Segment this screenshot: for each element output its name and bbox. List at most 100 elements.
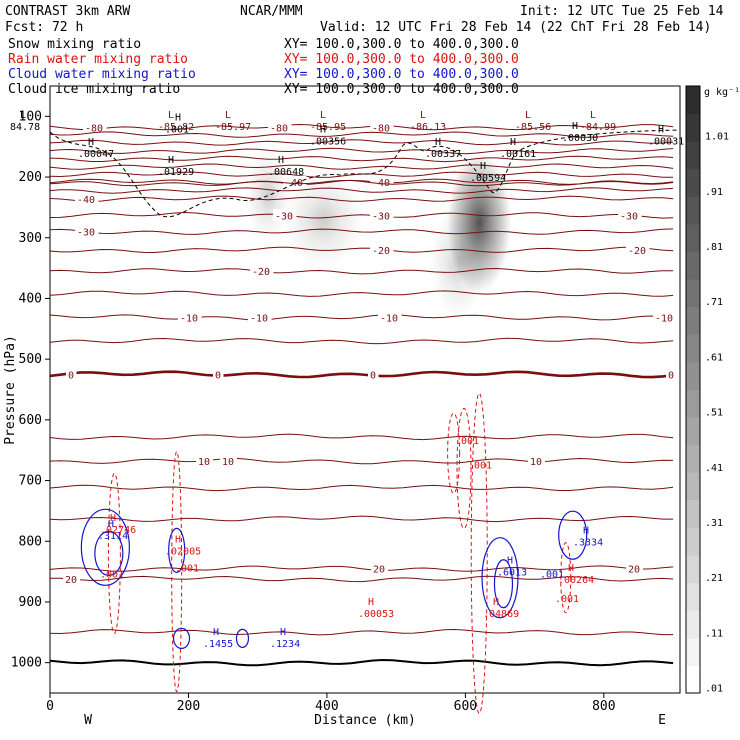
field-name: Cloud water mixing ratio (8, 67, 196, 82)
extrema-value-label: .00161 (500, 149, 536, 160)
y-tick-label: 400 (19, 291, 42, 306)
temperature-contour (49, 131, 674, 138)
colorbar-cell (686, 472, 700, 501)
header-fcst: Fcst: 72 h (5, 20, 83, 35)
extrema-value-label: .3334 (573, 537, 603, 548)
rain-water-label: .001 (455, 436, 479, 447)
temperature-contour (49, 139, 674, 146)
colorbar-cell (686, 306, 700, 335)
temperature-contour-label: -30 (77, 228, 95, 239)
extrema-type-label: H (175, 534, 181, 545)
contour-label-bg (370, 243, 394, 256)
y-tick-label: 300 (19, 231, 42, 246)
temperature-contour-label: 20 (628, 565, 640, 576)
temperature-contour (49, 484, 674, 492)
y-tick-label: 500 (19, 352, 42, 367)
colorbar-label: .31 (705, 518, 723, 529)
colorbar-cell (686, 251, 700, 280)
colorbar-cell (686, 499, 700, 528)
temperature-contour (49, 228, 674, 235)
rain-water-contour (560, 542, 572, 614)
colorbar-cell (686, 334, 700, 363)
y-tick-label: 200 (19, 170, 42, 185)
extrema-type-label: H (280, 627, 286, 638)
colorbar-cell (686, 527, 700, 556)
rain-water-contour (447, 412, 461, 494)
contour-label-bg (75, 192, 99, 205)
extrema-type-label: H (108, 519, 114, 530)
cloud-water-label: .001 (540, 570, 564, 581)
contour-label-bg (248, 311, 272, 324)
colorbar-label: .71 (705, 297, 723, 308)
extrema-type-label: H (368, 597, 374, 608)
contour-label-bg (83, 121, 107, 134)
temperature-contour (49, 163, 674, 170)
temperature-contour-label: -20 (372, 246, 390, 257)
colorbar-cell (686, 389, 700, 418)
extrema-value-label: -85.95 (310, 122, 346, 133)
field-name: Snow mixing ratio (8, 37, 141, 52)
extrema-value-label: .00047 (78, 149, 114, 160)
colorbar-cell (686, 610, 700, 639)
temperature-contour (49, 628, 674, 636)
extrema-value-label: .00264 (558, 575, 594, 586)
temperature-contour (49, 211, 674, 219)
temperature-contour-label: 0 (370, 370, 376, 381)
extrema-type-label: L (225, 110, 231, 121)
extrema-value-label: -85.97 (215, 122, 251, 133)
temperature-contour (49, 433, 674, 441)
extrema-value-label: .6013 (497, 568, 527, 579)
contour-label-bg (653, 311, 677, 324)
contour-label-bg (213, 368, 224, 381)
temperature-contour-label: -10 (180, 313, 198, 324)
field-xy: XY= 100.0,300.0 to 400.0,300.0 (284, 37, 519, 52)
contour-label-bg (370, 175, 394, 188)
temperature-contour-label: -40 (77, 195, 95, 206)
extrema-type-label: H (493, 597, 499, 608)
contour-label-bg (273, 209, 297, 222)
y-tick-label: 800 (19, 534, 42, 549)
rain-water-contour (470, 392, 488, 714)
contour-label-bg (370, 209, 394, 222)
extrema-value-label: .04869 (483, 609, 519, 620)
extrema-value-label: .00337 (425, 149, 461, 160)
y-tick-label: 700 (19, 474, 42, 489)
temperature-contour-label: 10 (198, 457, 210, 468)
rain-water-label: .001 (468, 460, 492, 471)
temperature-contour (49, 658, 674, 667)
temperature-contour (49, 314, 674, 321)
colorbar-cell (686, 279, 700, 308)
cloud-water-contour (94, 530, 124, 576)
temperature-contour-label: -20 (628, 246, 646, 257)
temperature-contour (49, 180, 674, 187)
extrema-type-label: H (480, 161, 486, 172)
extrema-type-label: H (572, 121, 578, 132)
colorbar-cell (686, 196, 700, 225)
temperature-contour-label: -30 (620, 211, 638, 222)
colorbar-units: g kg⁻¹ (704, 87, 740, 98)
contour-label-bg (268, 121, 292, 134)
colorbar-label: 1.01 (705, 132, 729, 143)
temperature-contour (49, 147, 674, 155)
extrema-type-label: H (168, 155, 174, 166)
extrema-value-label: 84.78 (10, 122, 40, 133)
extrema-type-label: L (420, 110, 426, 121)
contour-label-bg (370, 121, 394, 134)
colorbar-cell (686, 444, 700, 473)
colorbar-label: .81 (705, 242, 723, 253)
contour-label-bg (178, 311, 202, 324)
extrema-value-label: .01929 (158, 167, 194, 178)
field-xy: XY= 100.0,300.0 to 400.0,300.0 (284, 82, 519, 97)
temperature-contour-label: -80 (270, 123, 288, 134)
y-tick-label: 1000 (11, 656, 42, 671)
x-tick-label: 600 (454, 699, 477, 714)
temperature-contour (49, 195, 674, 203)
extrema-type-label: L (168, 110, 174, 121)
colorbar-label: .21 (705, 573, 723, 584)
x-tick-label: 800 (592, 699, 615, 714)
field-xy: XY= 100.0,300.0 to 400.0,300.0 (284, 52, 519, 67)
extrema-value-label: .1234 (270, 639, 300, 650)
extrema-value-label: .00356 (310, 137, 346, 148)
y-axis-label: Pressure (hPa) (3, 335, 18, 445)
field-name: Rain water mixing ratio (8, 52, 188, 67)
